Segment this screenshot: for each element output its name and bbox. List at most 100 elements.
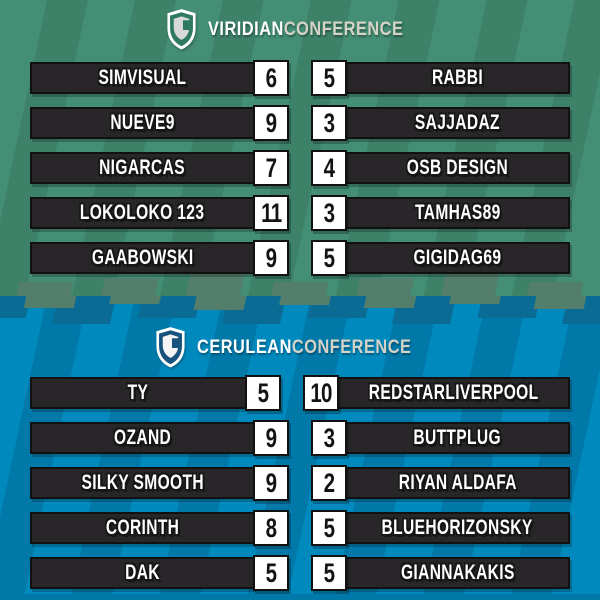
conference-name: CERULEAN (196, 336, 292, 358)
blue-top-decor (0, 296, 600, 326)
decor-tab (363, 296, 417, 308)
home-score: 9 (265, 422, 277, 453)
score-divider (289, 467, 311, 499)
home-score-box: 7 (253, 150, 289, 186)
away-team-name: BUTTPLUG (413, 426, 502, 449)
home-team-name: OZAND (113, 426, 172, 449)
decor-tab (533, 296, 587, 309)
home-score-box: 5 (253, 555, 289, 591)
home-score: 11 (260, 197, 282, 228)
decor-tab (23, 296, 77, 308)
home-team-name: NIGARCAS (99, 156, 186, 179)
away-team-name: RABBI (431, 66, 484, 89)
home-score-box: 9 (253, 105, 289, 141)
home-score-box: 6 (253, 60, 289, 96)
match-row: SIMVISUAL 6 5 RABBI (30, 60, 570, 96)
conference-title: VIRIDIANCONFERENCE (208, 19, 403, 41)
conference-word: CONFERENCE (291, 336, 412, 358)
match-row: LOKOLOKO 123 11 3 TAMHAS89 (30, 195, 570, 231)
conference-word: CONFERENCE (283, 18, 404, 40)
match-row: NIGARCAS 7 4 OSB DESIGN (30, 150, 570, 186)
away-team-name: GIGIDAG69 (413, 246, 502, 269)
conference-title: CERULEANCONFERENCE (197, 337, 411, 359)
score-divider (289, 557, 311, 589)
away-team-name: REDSTARLIVERPOOL (368, 381, 539, 404)
home-score: 6 (265, 62, 277, 93)
viridian-conference-header: VIRIDIANCONFERENCE (0, 8, 600, 51)
match-row: NUEVE9 9 3 SAJJADAZ (30, 105, 570, 141)
home-score-box: 5 (244, 375, 281, 411)
away-score: 3 (323, 107, 335, 138)
home-team-name: NUEVE9 (110, 111, 175, 134)
away-score-box: 5 (311, 510, 347, 546)
match-row: SILKY SMOOTH 9 2 RIYAN ALDAFA (30, 465, 570, 501)
conference-shield-icon (167, 9, 196, 50)
decor-tab (222, 296, 286, 324)
home-team-bar: SIMVISUAL (30, 62, 255, 94)
home-score-box: 9 (253, 240, 289, 276)
home-team-name: TY (128, 381, 149, 404)
away-team-name: GIANNAKAKIS (400, 561, 515, 584)
home-score: 7 (265, 152, 277, 183)
away-team-bar: TAMHAS89 (345, 197, 570, 229)
decor-tab (477, 296, 541, 318)
away-score-box: 10 (302, 375, 339, 411)
away-score-box: 5 (311, 60, 347, 96)
away-team-bar: SAJJADAZ (345, 107, 570, 139)
away-score-box: 2 (311, 465, 347, 501)
cerulean-conference-header: CERULEANCONFERENCE (0, 326, 600, 369)
match-row: GAABOWSKI 9 5 GIGIDAG69 (30, 240, 570, 276)
away-team-name: RIYAN ALDAFA (398, 471, 517, 494)
home-score: 9 (265, 467, 277, 498)
decor-tab (52, 296, 116, 324)
conference-shield-icon (156, 327, 185, 368)
conference-name: VIRIDIAN (207, 18, 284, 40)
score-divider (289, 107, 311, 139)
decor-tab (562, 296, 600, 324)
away-score: 5 (323, 62, 335, 93)
away-team-name: SAJJADAZ (414, 111, 500, 134)
home-score-box: 9 (253, 465, 289, 501)
decor-tab (109, 296, 161, 304)
decor-tab (193, 296, 247, 310)
away-score: 4 (323, 152, 335, 183)
away-score: 10 (310, 377, 332, 408)
home-score-box: 8 (253, 510, 289, 546)
home-score: 9 (265, 242, 277, 273)
match-row: CORINTH 8 5 BLUEHORIZONSKY (30, 510, 570, 546)
section-divider-teeth (0, 296, 600, 312)
away-score-box: 3 (311, 420, 347, 456)
away-score: 5 (323, 512, 335, 543)
away-team-name: TAMHAS89 (414, 201, 501, 224)
home-team-bar: LOKOLOKO 123 (30, 197, 255, 229)
home-team-name: LOKOLOKO 123 (80, 201, 205, 224)
home-score: 5 (265, 557, 277, 588)
away-score: 2 (323, 467, 335, 498)
home-team-name: SIMVISUAL (98, 66, 187, 89)
home-score: 5 (257, 377, 269, 408)
home-team-name: CORINTH (105, 516, 180, 539)
away-team-name: BLUEHORIZONSKY (381, 516, 534, 539)
home-score-box: 11 (253, 195, 289, 231)
away-score-box: 3 (311, 195, 347, 231)
decor-tab (449, 296, 501, 304)
home-team-bar: OZAND (30, 422, 255, 454)
decor-tab (307, 296, 371, 318)
score-divider (289, 62, 311, 94)
conference-shield-icon-slot (154, 326, 187, 369)
match-list: TY 5 10 REDSTARLIVERPOOL OZAND 9 3 BUTTP… (30, 375, 570, 602)
score-divider (289, 152, 311, 184)
home-score: 9 (265, 107, 277, 138)
away-team-bar: RIYAN ALDAFA (345, 467, 570, 499)
match-row: DAK 5 5 GIANNAKAKIS (30, 555, 570, 591)
match-row: TY 5 10 REDSTARLIVERPOOL (30, 375, 570, 411)
decor-tab (392, 296, 456, 324)
home-team-bar: SILKY SMOOTH (30, 467, 255, 499)
home-team-name: DAK (125, 561, 160, 584)
score-divider (289, 197, 311, 229)
away-score: 5 (323, 557, 335, 588)
score-divider (289, 242, 311, 274)
home-team-name: SILKY SMOOTH (81, 471, 204, 494)
score-divider (281, 377, 303, 409)
away-score-box: 4 (311, 150, 347, 186)
